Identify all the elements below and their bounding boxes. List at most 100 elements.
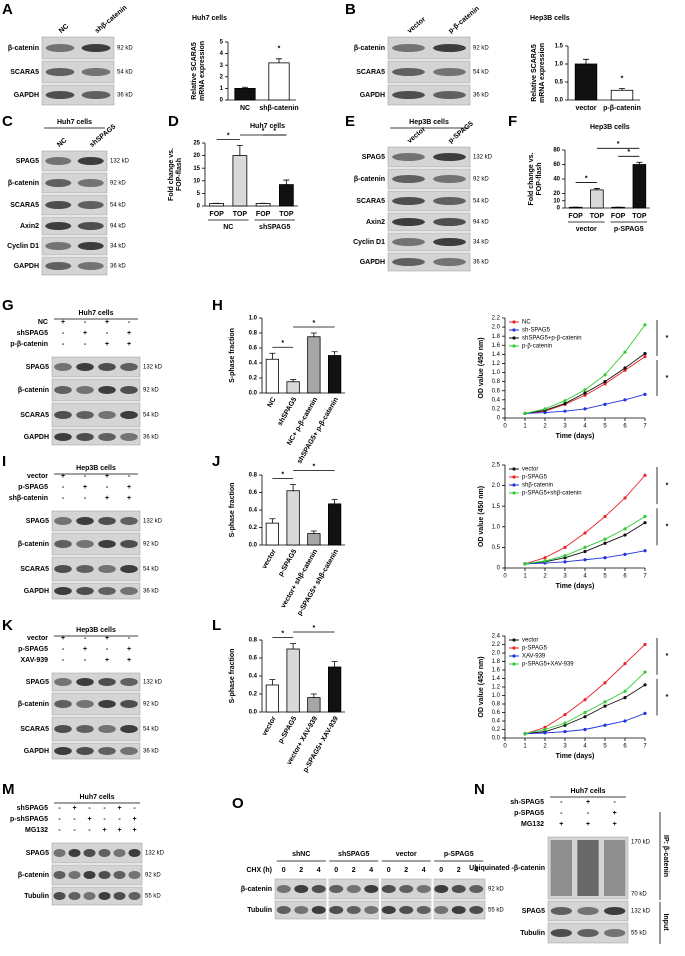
y-axis-label: Fold change vs. (168, 148, 175, 201)
series-point (563, 399, 567, 403)
treatment-sign: - (88, 805, 91, 812)
treatment-name: sh-SPAG5 (510, 799, 544, 806)
bar (286, 490, 300, 546)
blot-band (346, 906, 361, 914)
legend-marker (512, 475, 516, 479)
series-point (623, 368, 627, 372)
treatment-sign: - (133, 805, 136, 812)
series-point (583, 407, 587, 411)
time-value: 2 (352, 867, 356, 874)
time-value: 4 (369, 867, 373, 874)
y-axis-label: Relative SCARA5 (531, 44, 538, 102)
kd-label: 92 kD (488, 887, 504, 893)
row-label: SPAG5 (26, 850, 49, 857)
kd-label: 92 kD (473, 177, 489, 183)
error-bar (619, 88, 625, 91)
blot-band (434, 885, 449, 893)
series-point (563, 401, 567, 406)
y-tick-label: 4 (220, 51, 224, 57)
row-label: SCARA5 (20, 726, 49, 733)
kd-label: 36 kD (473, 260, 489, 266)
group-label: NC (223, 224, 233, 231)
error-bar (242, 86, 248, 89)
blot-strip (41, 236, 108, 256)
row-label: Cyclin D1 (7, 243, 39, 250)
series-point (523, 562, 527, 566)
error-bar (290, 643, 297, 649)
x-tick-label: 7 (643, 744, 647, 750)
series-point (583, 698, 587, 702)
kd-label: 170 kD (631, 840, 651, 846)
treatment-sign: - (62, 495, 65, 502)
blot-band (68, 892, 81, 900)
kd-label: 55 kD (145, 894, 161, 900)
treatment-sign: - (62, 330, 65, 337)
x-axis-label: Time (days) (556, 753, 595, 760)
row-label: β-catenin (354, 176, 385, 183)
blot-band (98, 892, 111, 900)
cell-label: Hep3B cells (76, 627, 116, 634)
blot-band (346, 885, 361, 893)
treatment-sign: + (613, 821, 617, 828)
row-label: SCARA5 (356, 69, 385, 76)
bar (265, 522, 279, 546)
blot-band (120, 386, 138, 394)
x-tick-label: FOP (568, 213, 583, 220)
x-tick-label: 1 (523, 744, 527, 750)
time-value: 2 (457, 867, 461, 874)
cell-label: Huh7 cells (57, 119, 92, 126)
legend-label: p-SPAG5 (522, 646, 548, 652)
bar (209, 203, 224, 207)
blot-band (433, 197, 466, 205)
treatment-sign: + (613, 810, 617, 817)
series-point (563, 545, 567, 550)
legend-label: p-SPAG5+XAV-939 (522, 662, 574, 668)
row-label: β-catenin (18, 701, 49, 708)
row-label: Axin2 (366, 219, 385, 226)
panel-letter: J (212, 453, 220, 470)
kd-label: 132 kD (143, 519, 163, 525)
treatment-sign: + (105, 473, 109, 480)
blot-band (53, 849, 66, 857)
series-point (643, 683, 647, 687)
x-tick-label: 0 (503, 574, 507, 580)
treatment-sign: - (128, 473, 131, 480)
sig-star: * (262, 128, 265, 135)
group-name: vector (396, 851, 417, 858)
lane-label: shSPAG5 (89, 123, 118, 149)
kd-label: 34 kD (110, 244, 126, 250)
group-label: p-SPAG5 (614, 226, 644, 233)
series-point (543, 407, 547, 411)
x-tick-label: p-SPAG5 (277, 548, 298, 577)
bar (234, 88, 256, 101)
x-tick-label: 0 (503, 744, 507, 750)
y-axis-label: S-phase fraction (229, 328, 236, 383)
lane-label: NC (56, 137, 68, 149)
blot-band (76, 386, 94, 394)
y-tick-label: 0.5 (492, 545, 501, 551)
blot-band (128, 892, 141, 900)
panel-letter: H (212, 297, 223, 314)
x-tick-label: 6 (623, 424, 627, 430)
sig-star: * (666, 375, 669, 382)
blot-strip (51, 356, 141, 378)
blot-band (98, 725, 116, 733)
y-tick-label: 0.8 (492, 379, 501, 385)
y-tick-label: 3 (220, 63, 224, 69)
y-tick-label: 2.0 (492, 325, 501, 331)
cell-label: Huh7 cells (79, 794, 114, 801)
series-point (623, 552, 627, 557)
x-tick-label: NC (240, 105, 250, 112)
treatment-sign: - (73, 816, 76, 823)
lane-label: p-β-catenin (447, 5, 480, 35)
x-tick-label: TOP (233, 211, 248, 218)
bar (590, 189, 604, 209)
blot-strip (51, 582, 141, 600)
x-tick-label: FOP (209, 211, 224, 218)
treatment-sign: + (127, 341, 131, 348)
kd-label: 92 kD (110, 181, 126, 187)
sig-star: * (278, 46, 281, 53)
treatment-name: shβ-catenin (9, 495, 48, 502)
row-label: β-catenin (8, 180, 39, 187)
